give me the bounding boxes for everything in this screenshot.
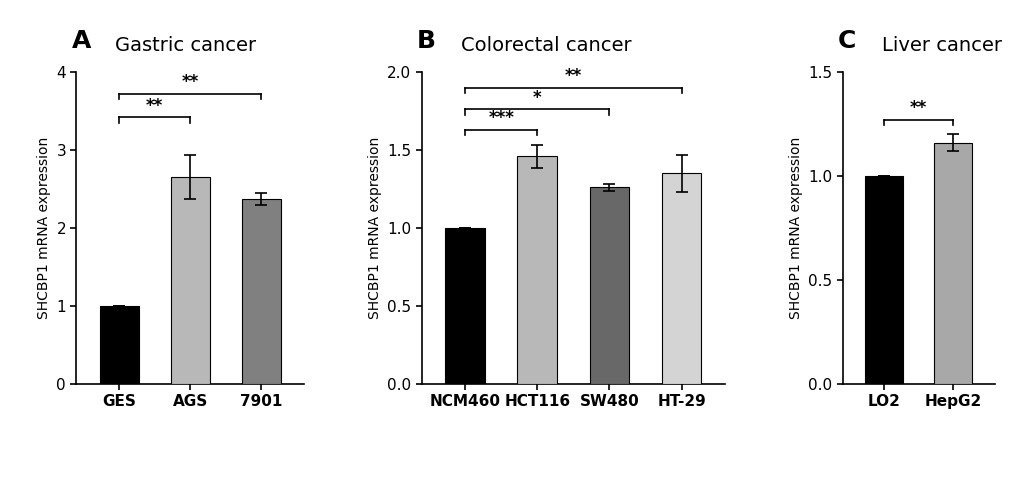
- Text: C: C: [837, 29, 855, 53]
- Bar: [100, 306, 139, 384]
- Bar: [933, 143, 971, 384]
- Bar: [864, 176, 903, 384]
- Y-axis label: SHCBP1 mRNA expression: SHCBP1 mRNA expression: [788, 137, 802, 319]
- Text: Colorectal cancer: Colorectal cancer: [461, 36, 631, 55]
- Bar: [170, 177, 210, 384]
- Y-axis label: SHCBP1 mRNA expression: SHCBP1 mRNA expression: [37, 137, 51, 319]
- Bar: [661, 173, 701, 384]
- Text: Gastric cancer: Gastric cancer: [115, 36, 256, 55]
- Text: B: B: [417, 29, 435, 53]
- Text: **: **: [565, 67, 582, 85]
- Text: **: **: [146, 97, 163, 115]
- Bar: [445, 228, 484, 384]
- Text: *: *: [533, 89, 541, 107]
- Bar: [589, 187, 629, 384]
- Y-axis label: SHCBP1 mRNA expression: SHCBP1 mRNA expression: [368, 137, 381, 319]
- Text: A: A: [71, 29, 91, 53]
- Text: **: **: [909, 99, 926, 117]
- Text: **: **: [181, 73, 199, 91]
- Bar: [517, 156, 556, 384]
- Text: ***: ***: [488, 109, 514, 127]
- Text: Liver cancer: Liver cancer: [880, 36, 1001, 55]
- Bar: [242, 199, 280, 384]
